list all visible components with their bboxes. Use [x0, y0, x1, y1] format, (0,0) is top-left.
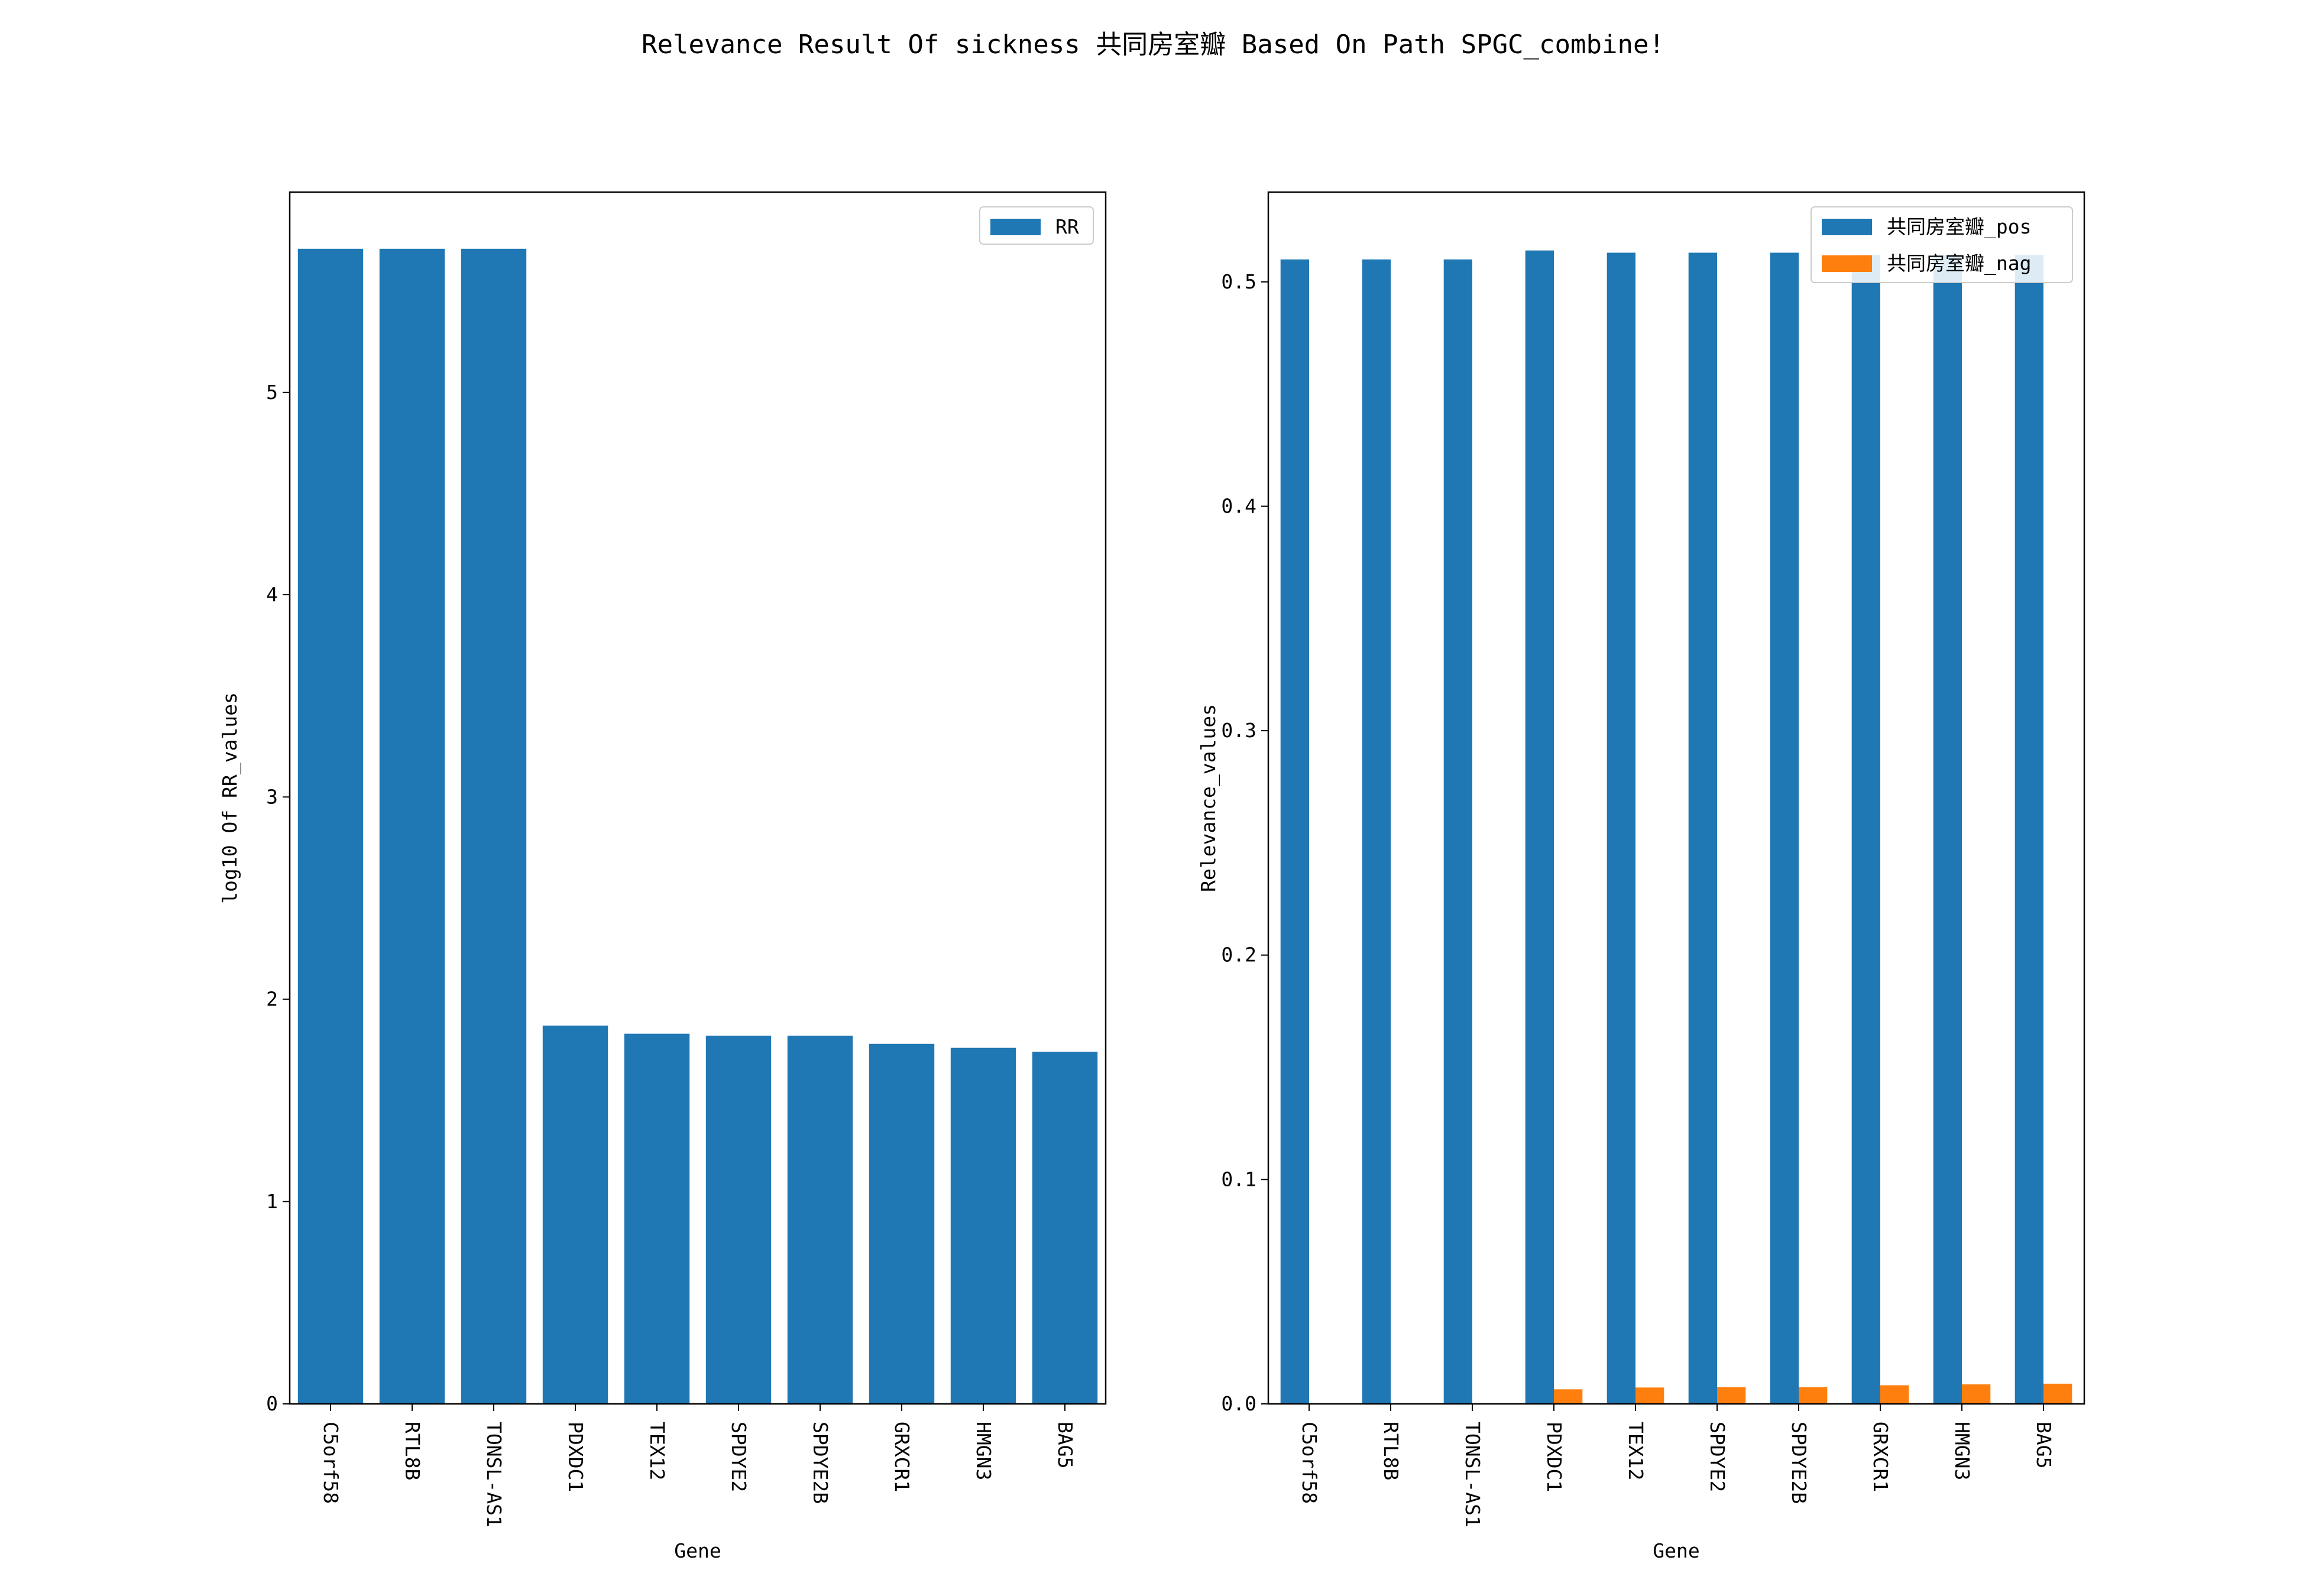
right-x-tick-label: PDXDC1	[1543, 1422, 1566, 1492]
left-bar-0-hmgn3	[950, 1047, 1016, 1404]
left-legend-swatch	[990, 219, 1041, 235]
right-bar-0-c5orf58	[1280, 259, 1309, 1404]
left-y-tick-label: 2	[266, 988, 278, 1011]
right-x-tick-label: SPDYE2	[1706, 1422, 1729, 1492]
right-legend-label: 共同房室瓣_nag	[1887, 252, 2031, 275]
right-bar-1-grxcr1	[1880, 1385, 1909, 1404]
left-x-tick-label: TONSL-AS1	[482, 1422, 506, 1527]
left-x-tick-label: HMGN3	[972, 1422, 995, 1480]
left-x-tick-label: PDXDC1	[564, 1422, 587, 1492]
left-y-axis-label: log10 Of RR_values	[218, 692, 242, 904]
right-bar-1-tex12	[1635, 1387, 1664, 1404]
right-x-tick-label: BAG5	[2032, 1422, 2055, 1468]
right-y-tick-label: 0.3	[1221, 719, 1256, 742]
left-y-tick-label: 1	[266, 1190, 278, 1213]
left-y-tick-label: 5	[266, 381, 278, 404]
right-bar-1-hmgn3	[1962, 1384, 1991, 1404]
left-y-tick-label: 0	[266, 1392, 278, 1415]
left-x-tick-label: C5orf58	[319, 1422, 342, 1504]
right-bar-0-tonsl-as1	[1443, 259, 1472, 1404]
left-x-tick-label: GRXCR1	[890, 1422, 914, 1492]
left-y-tick-label: 3	[266, 785, 278, 808]
left-legend-label: RR	[1055, 215, 1079, 238]
right-chart-panel: 0.0 0.1 0.2 0.3 0.4 0.5 C5orf58 RTL8B TONSL-AS1 P…	[1197, 191, 2085, 1562]
right-bar-0-rtl8b	[1362, 259, 1391, 1404]
right-y-tick-label: 0.2	[1221, 943, 1256, 966]
left-x-tick-label: RTL8B	[401, 1422, 424, 1480]
right-legend	[1811, 206, 2073, 283]
right-y-tick-label: 0.1	[1221, 1167, 1256, 1190]
left-x-tick-label: TEX12	[646, 1422, 669, 1480]
right-x-tick-label: TONSL-AS1	[1461, 1422, 1484, 1527]
left-bar-0-grxcr1	[869, 1043, 935, 1404]
left-chart-panel: 0 1 2 3 4 5 C5orf58 RTL8B TONSL-AS1 PDXDC1 TEX12 SP…	[218, 191, 1107, 1562]
right-x-tick-label: HMGN3	[1951, 1422, 1974, 1480]
left-x-tick-label: SPDYE2	[727, 1422, 750, 1492]
right-legend-label: 共同房室瓣_pos	[1887, 215, 2031, 239]
left-y-tick-label: 4	[266, 583, 278, 606]
right-x-axis-label: Gene	[1653, 1539, 1699, 1562]
right-y-tick-label: 0.0	[1221, 1392, 1256, 1415]
left-bar-0-pdxdc1	[542, 1026, 608, 1404]
left-bar-0-tex12	[624, 1033, 690, 1404]
right-x-tick-label: GRXCR1	[1869, 1422, 1892, 1492]
right-bar-1-bag5	[2043, 1383, 2072, 1404]
left-bar-0-spdye2	[705, 1036, 772, 1404]
right-bar-0-grxcr1	[1851, 255, 1880, 1404]
left-x-axis-label: Gene	[674, 1539, 721, 1562]
right-y-tick-label: 0.5	[1221, 270, 1256, 293]
right-x-tick-label: TEX12	[1624, 1422, 1647, 1480]
left-bar-0-bag5	[1032, 1052, 1098, 1404]
right-plot-frame	[1267, 191, 2085, 1405]
right-x-tick-label: RTL8B	[1379, 1422, 1403, 1480]
left-bar-0-tonsl-as1	[461, 248, 527, 1404]
right-bar-0-pdxdc1	[1525, 250, 1554, 1404]
right-legend-swatch	[1822, 219, 1872, 235]
right-bar-0-spdye2	[1688, 252, 1717, 1404]
right-y-tick-label: 0.4	[1221, 494, 1256, 517]
left-plot-frame	[289, 191, 1107, 1405]
left-bar-0-rtl8b	[379, 248, 445, 1404]
right-x-tick-label: C5orf58	[1298, 1422, 1321, 1504]
figure-title: Relevance Result Of sickness 共同房室瓣 Based…	[642, 30, 1664, 60]
right-bar-1-spdye2b	[1799, 1387, 1828, 1404]
right-bar-1-spdye2	[1717, 1387, 1746, 1404]
right-bar-0-tex12	[1607, 252, 1635, 1404]
right-bar-0-bag5	[2014, 255, 2043, 1404]
right-legend-swatch	[1822, 255, 1872, 272]
left-x-tick-label: BAG5	[1054, 1422, 1077, 1468]
right-bar-0-spdye2b	[1770, 252, 1799, 1404]
left-x-tick-label: SPDYE2B	[809, 1422, 832, 1504]
left-bar-0-c5orf58	[297, 248, 364, 1404]
right-x-tick-label: SPDYE2B	[1787, 1422, 1811, 1504]
right-y-axis-label: Relevance_values	[1197, 704, 1220, 892]
right-bar-0-hmgn3	[1933, 255, 1962, 1404]
right-bar-1-pdxdc1	[1554, 1389, 1583, 1404]
left-bar-0-spdye2b	[787, 1036, 853, 1404]
